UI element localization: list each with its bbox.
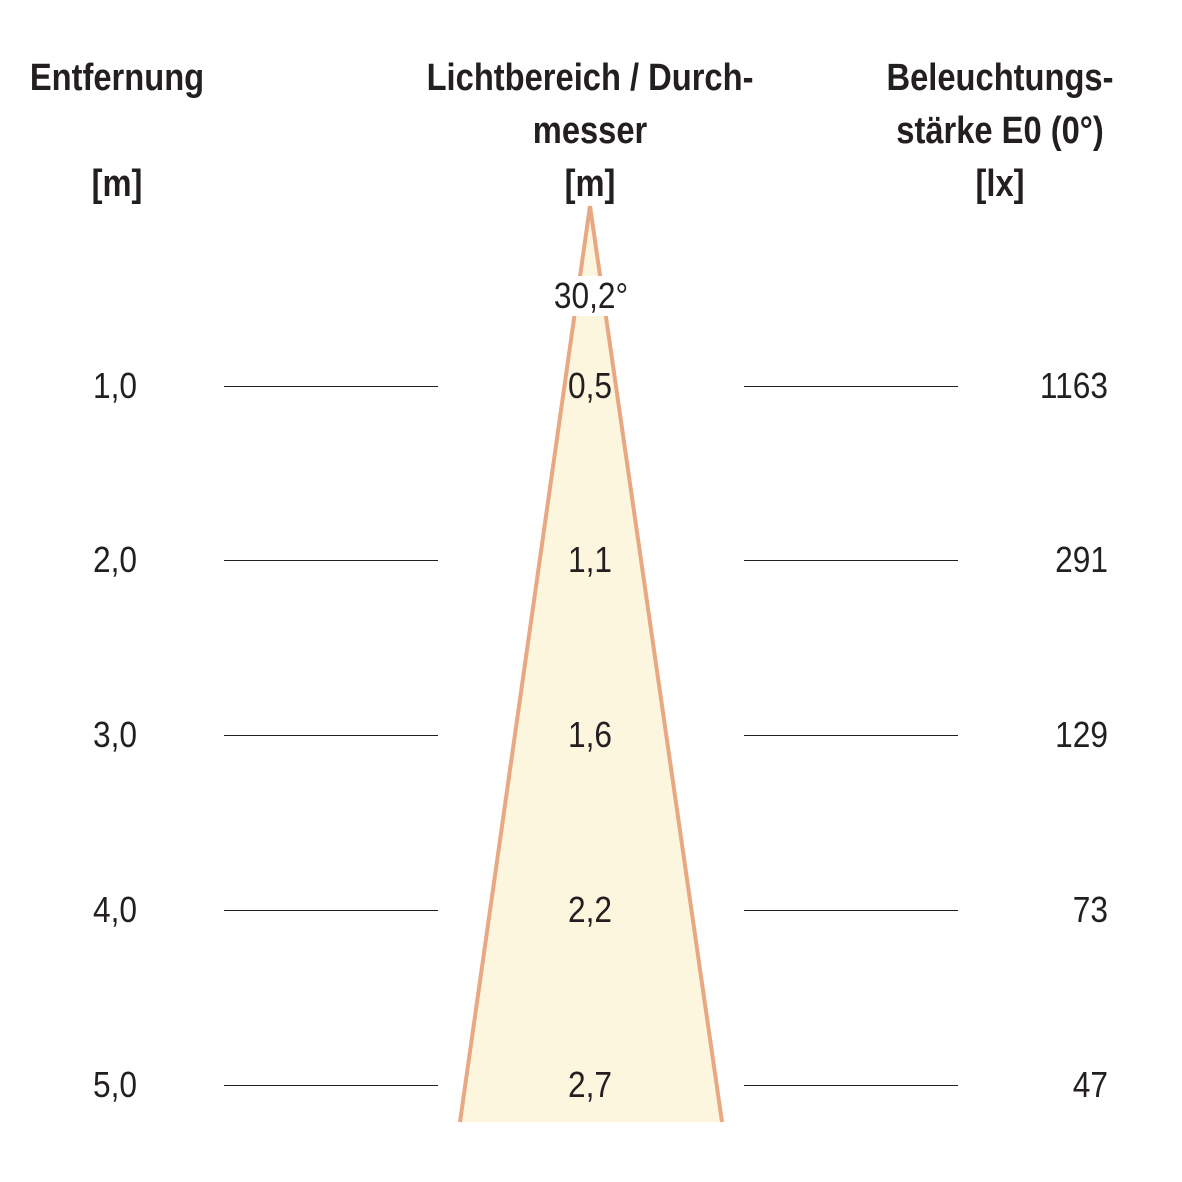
header-diameter: Lichtbereich / Durch- messer [m] bbox=[427, 52, 754, 211]
distance-value: 2,0 bbox=[92, 539, 138, 580]
header-illuminance: Beleuchtungs- stärke E0 (0°) [lx] bbox=[871, 52, 1129, 211]
row-divider-left bbox=[224, 560, 438, 561]
header-diameter-unit: [m] bbox=[564, 163, 616, 205]
beam-fill bbox=[460, 206, 722, 1122]
illuminance-value: 1163 bbox=[1039, 365, 1108, 406]
header-distance-line-2 bbox=[16, 105, 217, 158]
distance-value: 4,0 bbox=[92, 889, 138, 930]
header-illuminance-line-2: stärke E0 (0°) bbox=[896, 110, 1104, 152]
row-divider-right bbox=[744, 386, 958, 387]
beam-edge-left bbox=[458, 205, 592, 1123]
header-illuminance-unit: [lx] bbox=[975, 163, 1025, 205]
diameter-value: 2,7 bbox=[567, 1064, 613, 1105]
header-distance: Entfernung [m] bbox=[16, 52, 217, 211]
row-divider-right bbox=[744, 1085, 958, 1086]
distance-value: 1,0 bbox=[92, 365, 138, 406]
beam-angle-label: 30,2° bbox=[537, 276, 645, 316]
row-divider-left bbox=[224, 386, 438, 387]
distance-value: 5,0 bbox=[92, 1064, 138, 1105]
header-illuminance-line-1: Beleuchtungs- bbox=[886, 57, 1114, 99]
row-divider-left bbox=[224, 910, 438, 911]
header-distance-line-1: Entfernung bbox=[29, 57, 205, 99]
diameter-value: 0,5 bbox=[567, 365, 613, 406]
row-divider-right bbox=[744, 735, 958, 736]
diameter-value: 1,6 bbox=[567, 714, 613, 755]
row-divider-right bbox=[744, 910, 958, 911]
illuminance-value: 129 bbox=[1055, 714, 1108, 755]
beam-edge-right bbox=[588, 205, 724, 1123]
row-divider-right bbox=[744, 560, 958, 561]
illuminance-value: 47 bbox=[1072, 1064, 1108, 1105]
distance-value: 3,0 bbox=[92, 714, 138, 755]
illuminance-value: 73 bbox=[1072, 889, 1108, 930]
diameter-value: 2,2 bbox=[567, 889, 613, 930]
header-diameter-line-1: Lichtbereich / Durch- bbox=[426, 57, 754, 99]
header-diameter-line-2: messer bbox=[532, 110, 648, 152]
row-divider-left bbox=[224, 735, 438, 736]
diameter-value: 1,1 bbox=[567, 539, 613, 580]
row-divider-left bbox=[224, 1085, 438, 1086]
header-distance-unit: [m] bbox=[91, 163, 143, 205]
illuminance-value: 291 bbox=[1055, 539, 1108, 580]
